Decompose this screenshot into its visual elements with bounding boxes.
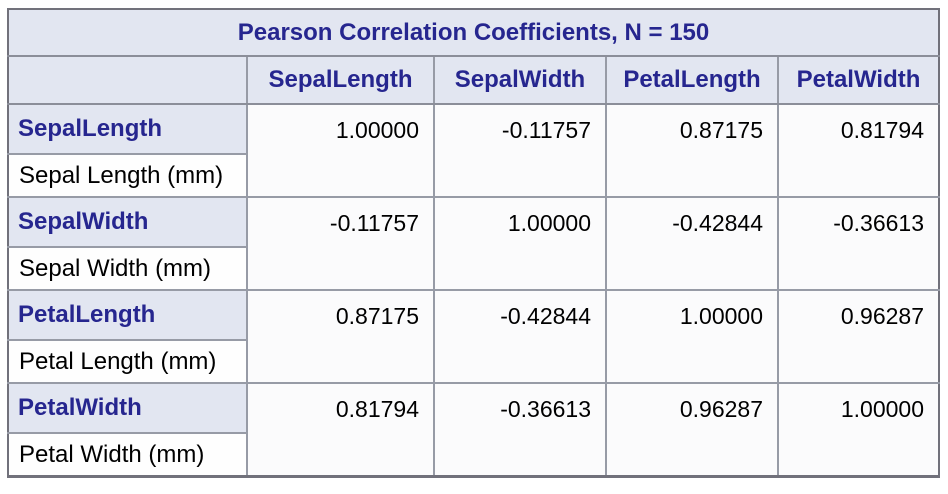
column-header-2: PetalLength (605, 56, 778, 105)
column-header-1: SepalWidth (433, 56, 606, 105)
corr-value-0-3: 0.81794 (777, 104, 939, 198)
corner-cell (8, 56, 247, 105)
table-row: Petal Length (mm) (8, 340, 939, 384)
table-row: Sepal Length (mm) (8, 154, 939, 198)
corr-value-2-1: -0.42844 (433, 290, 606, 384)
corr-value-2-3: 0.96287 (777, 290, 939, 384)
table-title: Pearson Correlation Coefficients, N = 15… (8, 9, 939, 57)
table-row: Sepal Width (mm) (8, 247, 939, 291)
row-header-label-0: Sepal Length (mm) (8, 154, 247, 198)
corr-value-2-2: 1.00000 (605, 290, 778, 384)
correlation-table-container: Pearson Correlation Coefficients, N = 15… (7, 8, 940, 478)
row-header-name-0: SepalLength (8, 104, 247, 155)
corr-value-0-0: 1.00000 (246, 104, 434, 198)
corr-value-1-1: 1.00000 (433, 197, 606, 291)
row-header-label-1: Sepal Width (mm) (8, 247, 247, 291)
corr-value-3-3: 1.00000 (777, 383, 939, 477)
column-header-row: SepalLength SepalWidth PetalLength Petal… (8, 56, 939, 105)
corr-value-1-0: -0.11757 (246, 197, 434, 291)
row-header-name-2: PetalLength (8, 290, 247, 341)
corr-value-3-1: -0.36613 (433, 383, 606, 477)
corr-value-0-1: -0.11757 (433, 104, 606, 198)
pearson-correlation-table: Pearson Correlation Coefficients, N = 15… (7, 8, 940, 478)
column-header-3: PetalWidth (777, 56, 939, 105)
corr-value-3-0: 0.81794 (246, 383, 434, 477)
title-row: Pearson Correlation Coefficients, N = 15… (8, 9, 939, 57)
table-row: PetalWidth 0.81794 -0.36613 0.96287 1.00… (8, 383, 939, 477)
corr-value-2-0: 0.87175 (246, 290, 434, 384)
column-header-0: SepalLength (246, 56, 434, 105)
table-row: Petal Width (mm) (8, 433, 939, 477)
corr-value-1-3: -0.36613 (777, 197, 939, 291)
corr-value-3-2: 0.96287 (605, 383, 778, 477)
row-header-name-1: SepalWidth (8, 197, 247, 248)
row-header-name-3: PetalWidth (8, 383, 247, 434)
row-header-label-3: Petal Width (mm) (8, 433, 247, 477)
table-row: SepalLength 1.00000 -0.11757 0.87175 0.8… (8, 104, 939, 198)
row-header-label-2: Petal Length (mm) (8, 340, 247, 384)
table-row: SepalWidth -0.11757 1.00000 -0.42844 -0.… (8, 197, 939, 291)
corr-value-0-2: 0.87175 (605, 104, 778, 198)
table-row: PetalLength 0.87175 -0.42844 1.00000 0.9… (8, 290, 939, 384)
corr-value-1-2: -0.42844 (605, 197, 778, 291)
